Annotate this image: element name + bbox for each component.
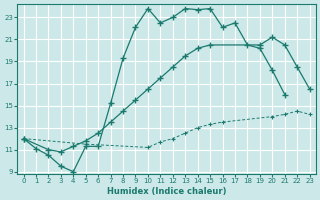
- X-axis label: Humidex (Indice chaleur): Humidex (Indice chaleur): [107, 187, 226, 196]
